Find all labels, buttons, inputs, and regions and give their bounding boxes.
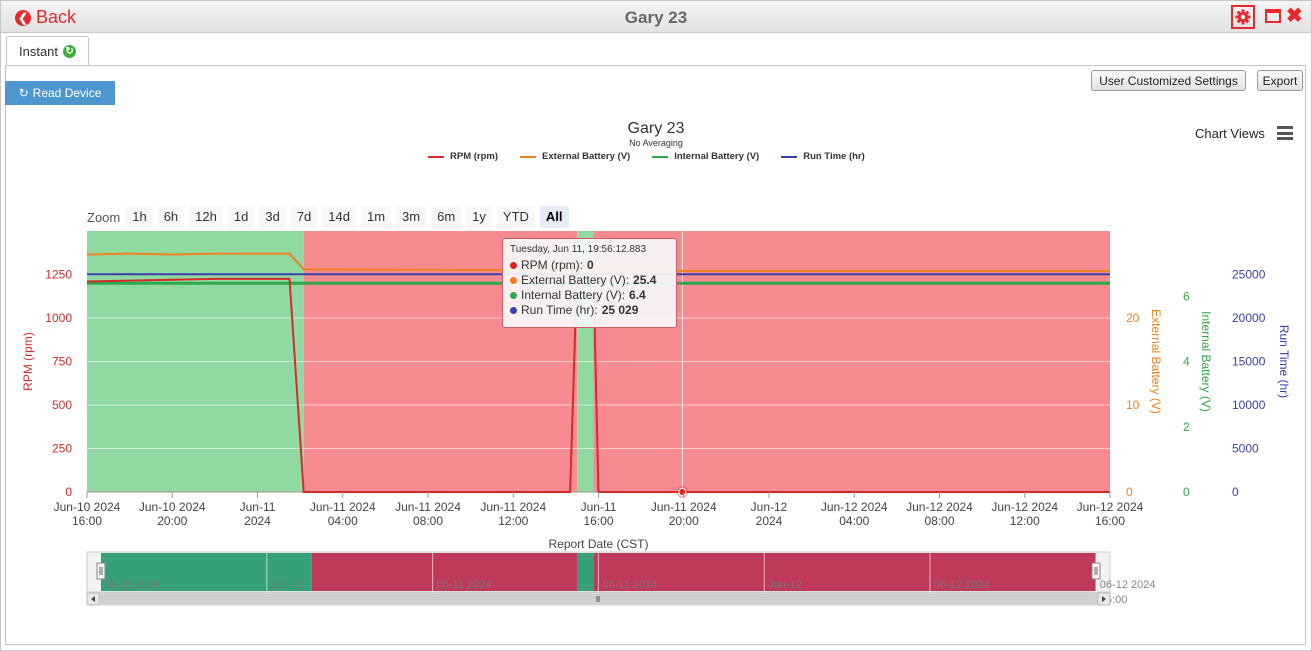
tab-label: Instant (19, 43, 59, 59)
legend-swatch (520, 155, 537, 158)
legend-item-external-battery[interactable]: External Battery (V) (520, 151, 630, 162)
chart-views-label: Chart Views (1195, 126, 1265, 141)
tooltip-row-internal-battery: Internal Battery (V): 6.4 (510, 288, 669, 303)
legend-swatch (652, 155, 669, 158)
zoom-1h-button[interactable]: 1h (126, 206, 153, 228)
tab-instant[interactable]: Instant ↻ (6, 36, 90, 66)
chart-subtitle: No Averaging (629, 138, 683, 148)
tooltip-value: 25.4 (633, 273, 657, 287)
back-button[interactable]: ❮ Back (15, 7, 76, 28)
legend-item-run-time[interactable]: Run Time (hr) (781, 151, 865, 162)
zoom-6m-button[interactable]: 6m (431, 206, 462, 228)
zoom-7d-button[interactable]: 7d (290, 206, 318, 228)
zoom-6h-button[interactable]: 6h (157, 206, 185, 228)
zoom-1y-button[interactable]: 1y (466, 206, 492, 228)
tab-bar: Instant ↻ (1, 33, 1311, 66)
zoom-all-button[interactable]: All (539, 206, 569, 228)
hamburger-menu-icon[interactable] (1277, 126, 1293, 140)
tooltip-dot (510, 307, 517, 314)
back-arrow-icon: ❮ (15, 9, 31, 26)
tooltip-header: Tuesday, Jun 11, 19:56:12.883 (510, 244, 647, 255)
tooltip-value: 0 (587, 258, 594, 272)
tooltip-row-rpm: RPM (rpm): 0 (510, 258, 669, 273)
legend-label: Run Time (hr) (803, 151, 865, 162)
tooltip-label: Run Time (hr): (521, 303, 598, 317)
tooltip-dot (510, 292, 517, 299)
legend-item-rpm[interactable]: RPM (rpm) (428, 151, 498, 162)
chart-legend: RPM (rpm) External Battery (V) Internal … (428, 151, 865, 162)
back-label: Back (36, 7, 77, 27)
zoom-3d-button[interactable]: 3d (259, 206, 286, 228)
tooltip-dot (510, 262, 517, 269)
zoom-12h-button[interactable]: 12h (189, 206, 223, 228)
gear-icon (1235, 9, 1251, 25)
zoom-1d-button[interactable]: 1d (227, 206, 255, 228)
close-icon[interactable]: ✖ (1286, 5, 1303, 27)
legend-swatch (781, 155, 798, 158)
content-panel (5, 65, 1306, 645)
zoom-ytd-button[interactable]: YTD (496, 206, 535, 228)
chart-title: Gary 23 (627, 120, 685, 137)
tooltip-label: RPM (rpm): (521, 258, 583, 272)
tooltip-label: External Battery (V): (521, 273, 630, 287)
read-device-button[interactable]: ↻ Read Device (5, 81, 115, 105)
tooltip-value: 25 029 (601, 303, 639, 317)
legend-label: Internal Battery (V) (674, 151, 760, 162)
zoom-label: Zoom (87, 209, 121, 225)
tooltip-row-external-battery: External Battery (V): 25.4 (510, 273, 669, 288)
refresh-icon: ↻ (18, 86, 29, 100)
legend-swatch (428, 155, 444, 158)
tooltip-row-run-time: Run Time (hr): 25 029 (510, 303, 669, 318)
chart-tooltip: Tuesday, Jun 11, 19:56:12.883 RPM (rpm):… (502, 238, 677, 328)
window-titlebar: ❮ Back Gary 23 ✖ (1, 1, 1311, 33)
legend-item-internal-battery[interactable]: Internal Battery (V) (652, 151, 759, 162)
zoom-1m-button[interactable]: 1m (360, 206, 392, 228)
export-button[interactable]: Export (1257, 70, 1303, 91)
settings-button[interactable] (1231, 5, 1255, 29)
window-title: Gary 23 (624, 8, 688, 27)
user-customized-settings-button[interactable]: User Customized Settings (1091, 70, 1246, 91)
read-device-label: Read Device (32, 86, 102, 100)
tooltip-value: 6.4 (629, 288, 646, 302)
legend-label: External Battery (V) (542, 151, 631, 162)
refresh-icon: ↻ (63, 44, 77, 58)
maximize-icon[interactable] (1265, 9, 1281, 23)
zoom-14d-button[interactable]: 14d (322, 206, 356, 228)
zoom-3m-button[interactable]: 3m (396, 206, 427, 228)
tooltip-dot (510, 277, 517, 284)
zoom-selector: Zoom 1h 6h 12h 1d 3d 7d 14d 1m 3m 6m 1y … (87, 206, 574, 228)
tooltip-label: Internal Battery (V): (521, 288, 626, 302)
legend-label: RPM (rpm) (450, 151, 499, 162)
